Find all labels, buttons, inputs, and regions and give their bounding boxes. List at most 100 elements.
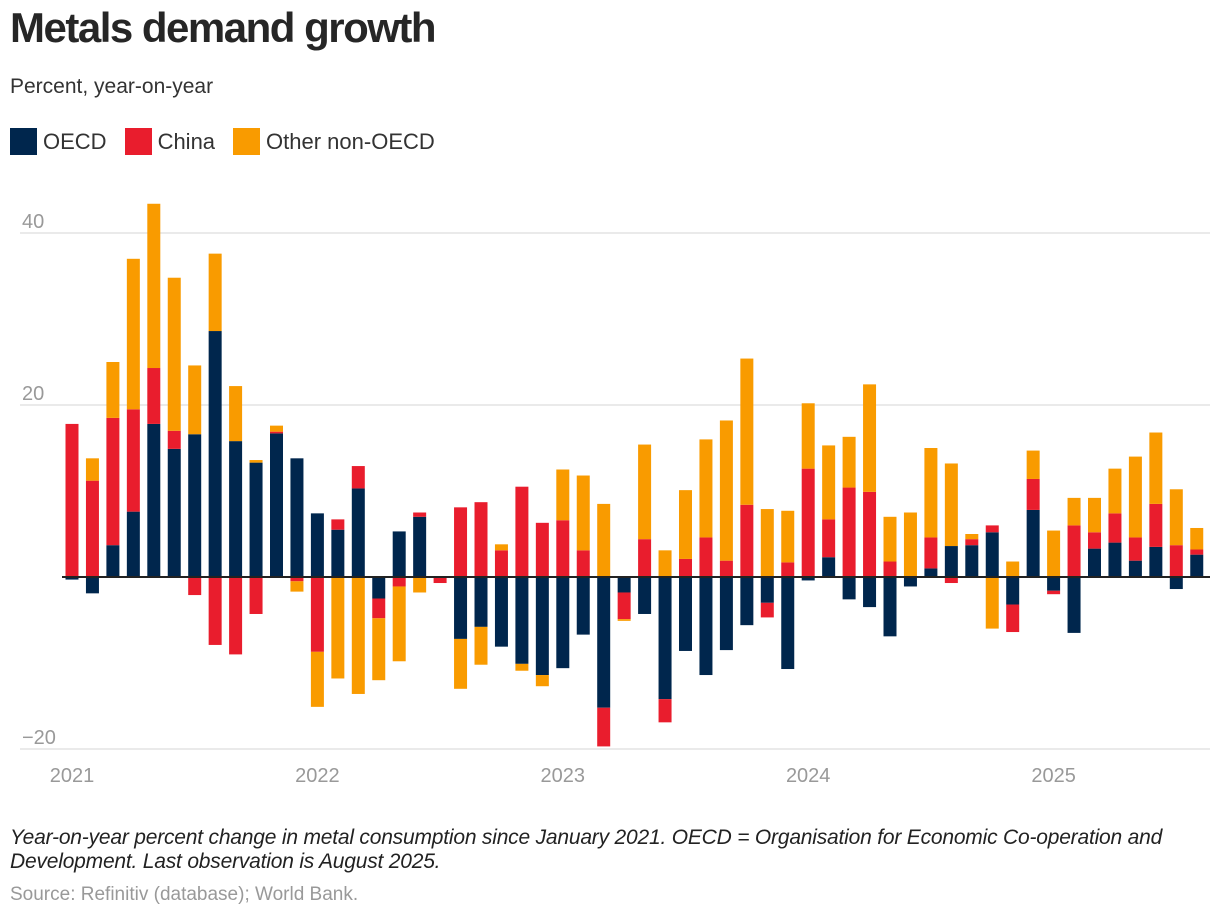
bar-china xyxy=(617,592,631,620)
bar-china xyxy=(597,707,611,747)
bar-other xyxy=(1108,468,1122,514)
bar-other xyxy=(515,663,529,671)
x-tick-label: 2024 xyxy=(786,765,831,787)
bar-china xyxy=(188,577,202,596)
bar-oecd xyxy=(249,462,263,577)
bar-china xyxy=(965,539,979,546)
bar-oecd xyxy=(822,557,836,577)
y-tick-label: 40 xyxy=(22,211,44,233)
bar-oecd xyxy=(781,577,795,670)
bar-china xyxy=(433,577,447,584)
x-tick-label: 2022 xyxy=(295,765,340,787)
bar-china xyxy=(1169,545,1183,577)
bar-china xyxy=(576,550,590,577)
bar-other xyxy=(1169,489,1183,546)
bar-oecd xyxy=(924,568,938,577)
bar-china xyxy=(208,577,222,645)
bar-china xyxy=(556,520,570,577)
bar-oecd xyxy=(597,577,611,708)
bar-oecd xyxy=(1149,546,1163,577)
bar-china xyxy=(1067,525,1081,577)
bar-oecd xyxy=(1006,577,1020,605)
bar-other xyxy=(944,463,958,547)
bar-china xyxy=(1026,478,1040,510)
bar-other xyxy=(617,619,631,621)
bar-other xyxy=(1088,497,1101,533)
bar-other xyxy=(1149,432,1163,504)
bar-other xyxy=(679,490,692,559)
bar-other xyxy=(85,458,99,481)
bar-other xyxy=(474,626,488,665)
bar-china xyxy=(699,537,713,577)
bar-china xyxy=(229,577,243,655)
bar-oecd xyxy=(842,577,856,600)
bar-oecd xyxy=(985,532,999,577)
bar-china xyxy=(310,577,324,652)
bar-china xyxy=(740,504,754,577)
chart-title: Metals demand growth xyxy=(10,4,437,51)
bar-china xyxy=(985,525,999,533)
chart-subtitle: Percent, year-on-year xyxy=(10,75,214,98)
bar-china xyxy=(924,537,938,569)
bar-other xyxy=(576,475,590,551)
bar-other xyxy=(494,544,508,551)
bar-oecd xyxy=(65,577,79,580)
bar-other xyxy=(842,436,856,488)
bar-china xyxy=(454,507,468,577)
bar-other xyxy=(924,448,938,538)
bar-oecd xyxy=(638,577,652,614)
bar-other xyxy=(351,577,365,694)
bar-china xyxy=(1088,532,1101,549)
bar-china xyxy=(494,550,508,577)
bar-other xyxy=(1128,456,1142,538)
legend-swatch-other xyxy=(233,128,261,155)
legend-label-oecd: OECD xyxy=(43,128,107,154)
bar-oecd xyxy=(679,577,692,651)
bar-oecd xyxy=(1108,542,1122,577)
bar-china xyxy=(290,577,304,582)
bar-other xyxy=(863,384,877,492)
bar-oecd xyxy=(801,577,815,581)
legend-label-other: Other non-OECD xyxy=(266,128,435,154)
bar-other xyxy=(1067,497,1081,526)
bar-china xyxy=(372,598,386,619)
chart-source: Source: Refinitiv (database); World Bank… xyxy=(10,884,359,905)
bar-other xyxy=(658,550,672,577)
bar-oecd xyxy=(965,545,979,577)
bar-china xyxy=(474,502,488,577)
bar-oecd xyxy=(372,577,386,599)
bar-oecd xyxy=(1190,554,1204,577)
bar-other xyxy=(719,420,733,561)
bar-oecd xyxy=(576,577,590,635)
bar-other xyxy=(310,651,324,707)
legend-swatch-oecd xyxy=(10,128,37,155)
bar-other xyxy=(1190,527,1204,550)
bar-oecd xyxy=(658,577,672,700)
bar-china xyxy=(944,577,958,584)
bar-oecd xyxy=(760,577,774,603)
bar-china xyxy=(106,417,120,546)
bar-other xyxy=(454,638,468,689)
bar-china xyxy=(1149,503,1163,547)
legend-item-china: China xyxy=(124,128,215,155)
bar-other xyxy=(965,534,979,540)
bar-other xyxy=(167,277,181,431)
bar-china xyxy=(126,409,140,512)
bar-oecd xyxy=(454,577,468,639)
bar-china xyxy=(883,561,897,577)
bar-china xyxy=(1108,513,1122,543)
bar-other xyxy=(372,618,386,681)
bar-oecd xyxy=(208,331,222,577)
bar-oecd xyxy=(494,577,508,647)
y-tick-label: 20 xyxy=(22,383,44,405)
bar-oecd xyxy=(740,577,754,626)
bar-oecd xyxy=(147,423,161,577)
bar-other xyxy=(413,577,427,593)
bar-china xyxy=(760,602,774,618)
legend: OECD China Other non-OECD xyxy=(10,128,435,155)
bar-china xyxy=(679,558,692,577)
bar-china xyxy=(801,468,815,577)
bar-other xyxy=(903,512,917,577)
bar-other xyxy=(126,258,140,410)
bar-oecd xyxy=(1067,577,1081,633)
